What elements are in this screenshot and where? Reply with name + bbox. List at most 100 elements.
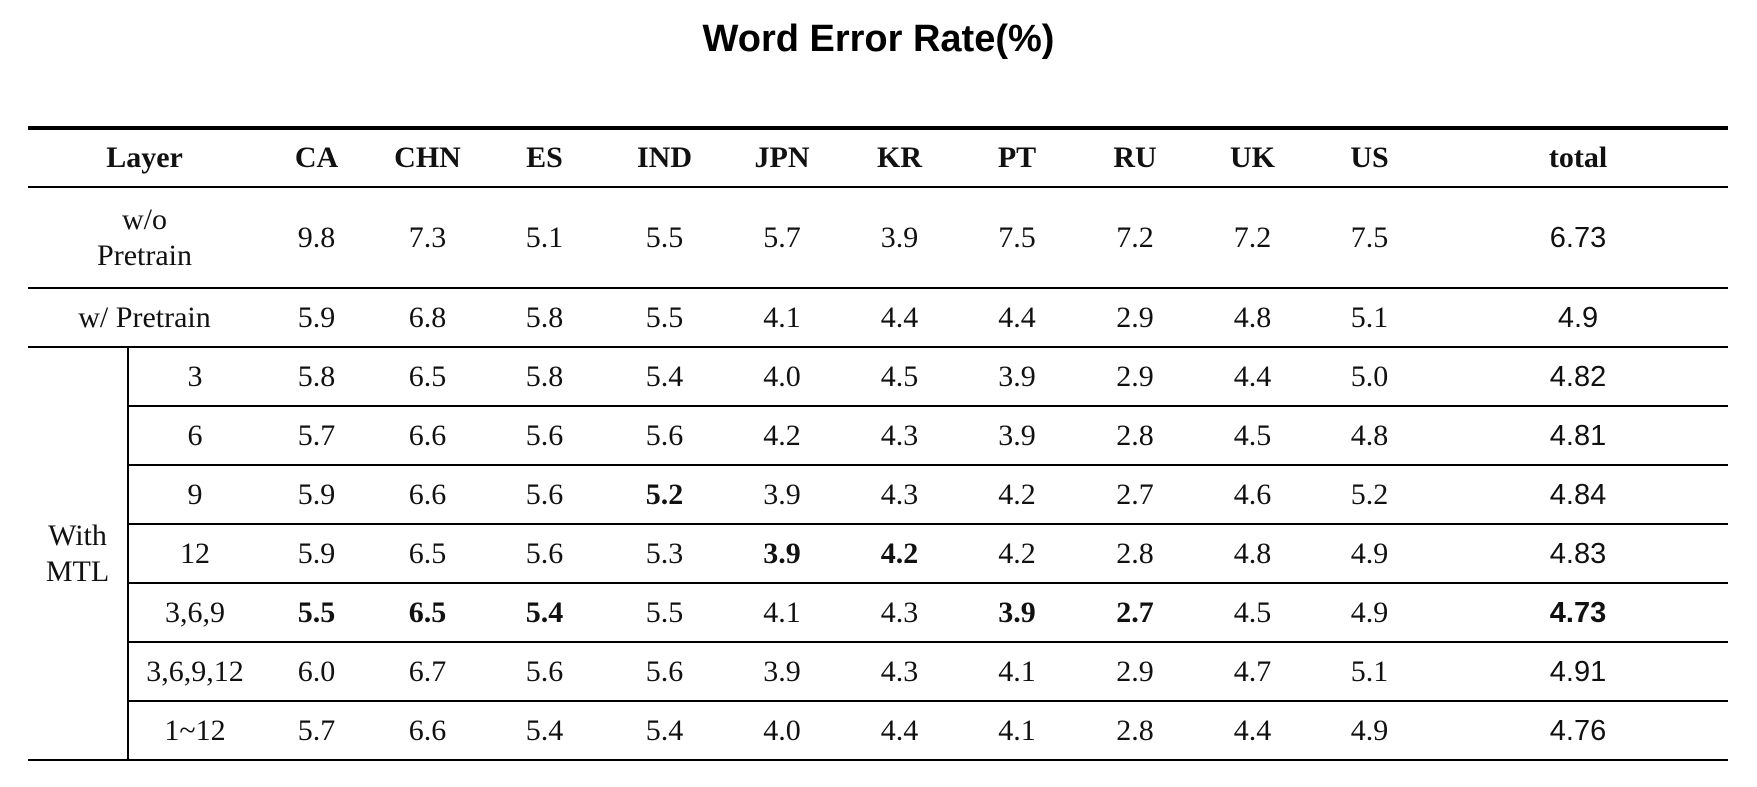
- total-cell: 6.73: [1428, 187, 1728, 289]
- header-cell: KR: [841, 126, 959, 188]
- table-cell: 4.1: [723, 583, 842, 643]
- header-cell: UK: [1194, 126, 1312, 188]
- table-cell: 5.4: [483, 701, 607, 761]
- table-cell: 5.4: [606, 347, 724, 407]
- header-cell: Layer: [28, 126, 262, 188]
- table-cell: 7.5: [1311, 187, 1429, 289]
- table-row: 3,6,9,12 6.0 6.7 5.6 5.6 3.9 4.3 4.1 2.9 4.7 5.1 4.…: [28, 642, 1728, 702]
- header-cell: IND: [606, 126, 724, 188]
- table-cell: 6.0: [261, 642, 373, 702]
- layer-label: 9: [128, 465, 262, 525]
- table-cell: 5.4: [483, 583, 607, 643]
- table-cell: 5.6: [483, 524, 607, 584]
- table-cell: 5.8: [483, 347, 607, 407]
- row-label-line: Pretrain: [97, 238, 192, 272]
- header-cell: PT: [958, 126, 1077, 188]
- table-cell: 4.6: [1194, 465, 1312, 525]
- header-cell: CHN: [372, 126, 484, 188]
- table-cell: 9.8: [261, 187, 373, 289]
- table-row: 1~12 5.7 6.6 5.4 5.4 4.0 4.4 4.1 2.8 4.4 4.9 4.76: [28, 701, 1728, 761]
- table-cell: 6.6: [372, 406, 484, 466]
- table-cell: 5.2: [606, 465, 724, 525]
- total-cell: 4.83: [1428, 524, 1728, 584]
- table-cell: 2.8: [1076, 406, 1195, 466]
- row-label-line: w/o: [122, 202, 167, 236]
- table-cell: 2.7: [1076, 583, 1195, 643]
- table-cell: 4.0: [723, 701, 842, 761]
- table-cell: 3.9: [841, 187, 959, 289]
- table-cell: 2.8: [1076, 701, 1195, 761]
- table-cell: 4.2: [723, 406, 842, 466]
- table-cell: 4.2: [958, 524, 1077, 584]
- table-cell: 4.8: [1311, 406, 1429, 466]
- table-row: 9 5.9 6.6 5.6 5.2 3.9 4.3 4.2 2.7 4.6 5.2 4.84: [28, 465, 1728, 525]
- header-cell: RU: [1076, 126, 1195, 188]
- header-cell: CA: [261, 126, 373, 188]
- table-cell: 7.2: [1076, 187, 1195, 289]
- table-cell: 3.9: [958, 347, 1077, 407]
- table-cell: 5.8: [483, 288, 607, 348]
- table-row: w/o Pretrain 9.8 7.3 5.1 5.5 5.7 3.9 7.5…: [28, 187, 1728, 289]
- table-cell: 5.2: [1311, 465, 1429, 525]
- layer-label: 6: [128, 406, 262, 466]
- table-row: With MTL 3 5.8 6.5 5.8 5.4 4.0 4.5 3.9 2.9 4.4 5.0 4.…: [28, 347, 1728, 761]
- layer-label: 3,6,9,12: [128, 642, 262, 702]
- table-cell: 5.9: [261, 524, 373, 584]
- table-cell: 5.7: [261, 701, 373, 761]
- table-cell: 2.9: [1076, 347, 1195, 407]
- table-cell: 5.5: [606, 187, 724, 289]
- table-cell: 5.3: [606, 524, 724, 584]
- table-cell: 4.1: [958, 701, 1077, 761]
- header-cell: US: [1311, 126, 1429, 188]
- table-cell: 4.4: [1194, 347, 1312, 407]
- group-label-line: MTL: [45, 554, 110, 588]
- table-cell: 5.9: [261, 465, 373, 525]
- layer-label: 3,6,9: [128, 583, 262, 643]
- table-cell: 4.4: [958, 288, 1077, 348]
- total-cell: 4.9: [1428, 288, 1728, 348]
- table-cell: 6.5: [372, 524, 484, 584]
- table-cell: 4.5: [1194, 406, 1312, 466]
- table-row: 6 5.7 6.6 5.6 5.6 4.2 4.3 3.9 2.8 4.5 4.8 4.81: [28, 406, 1728, 466]
- table-row: w/ Pretrain 5.9 6.8 5.8 5.5 4.1 4.4 4.4 …: [28, 288, 1728, 348]
- table-cell: 5.4: [606, 701, 724, 761]
- table-cell: 4.3: [841, 406, 959, 466]
- table-cell: 4.7: [1194, 642, 1312, 702]
- table-cell: 7.2: [1194, 187, 1312, 289]
- table-cell: 5.1: [483, 187, 607, 289]
- layer-label: 12: [128, 524, 262, 584]
- table-cell: 5.8: [261, 347, 373, 407]
- table-cell: 5.6: [483, 406, 607, 466]
- table-cell: 5.1: [1311, 288, 1429, 348]
- table-cell: 2.9: [1076, 288, 1195, 348]
- table-cell: 2.7: [1076, 465, 1195, 525]
- table-cell: 6.5: [372, 347, 484, 407]
- table-cell: 4.5: [1194, 583, 1312, 643]
- table-cell: 4.9: [1311, 701, 1429, 761]
- table-cell: 3.9: [723, 642, 842, 702]
- table-cell: 4.5: [841, 347, 959, 407]
- table-cell: 4.8: [1194, 524, 1312, 584]
- table-cell: 2.8: [1076, 524, 1195, 584]
- total-cell: 4.84: [1428, 465, 1728, 525]
- table-cell: 6.6: [372, 701, 484, 761]
- total-cell: 4.91: [1428, 642, 1728, 702]
- table-cell: 4.2: [841, 524, 959, 584]
- row-label: w/o Pretrain: [28, 187, 262, 289]
- table-row: 3,6,9 5.5 6.5 5.4 5.5 4.1 4.3 3.9 2.7 4.5 4.9 4.73: [28, 583, 1728, 643]
- total-cell: 4.73: [1428, 583, 1728, 643]
- table-cell: 6.6: [372, 465, 484, 525]
- total-cell: 4.76: [1428, 701, 1728, 761]
- table-cell: 4.4: [841, 701, 959, 761]
- table-cell: 2.9: [1076, 642, 1195, 702]
- group-label: With MTL: [28, 347, 129, 761]
- table-cell: 5.7: [261, 406, 373, 466]
- table-cell: 5.7: [723, 187, 842, 289]
- row-label: w/ Pretrain: [28, 288, 262, 348]
- table-cell: 4.4: [841, 288, 959, 348]
- table-cell: 4.3: [841, 465, 959, 525]
- table-cell: 5.6: [483, 465, 607, 525]
- table-cell: 4.9: [1311, 583, 1429, 643]
- table-cell: 4.4: [1194, 701, 1312, 761]
- table-cell: 3.9: [958, 406, 1077, 466]
